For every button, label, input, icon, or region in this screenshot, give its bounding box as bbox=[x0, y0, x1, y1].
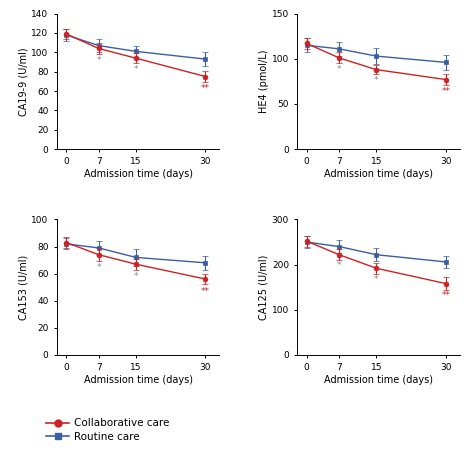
X-axis label: Admission time (days): Admission time (days) bbox=[83, 169, 192, 179]
X-axis label: Admission time (days): Admission time (days) bbox=[324, 375, 433, 385]
Text: *: * bbox=[337, 65, 341, 74]
Y-axis label: CA125 (U/ml): CA125 (U/ml) bbox=[259, 254, 269, 320]
Text: *: * bbox=[337, 261, 341, 270]
X-axis label: Admission time (days): Admission time (days) bbox=[324, 169, 433, 179]
X-axis label: Admission time (days): Admission time (days) bbox=[83, 375, 192, 385]
Legend: Collaborative care, Routine care: Collaborative care, Routine care bbox=[43, 415, 173, 445]
Text: *: * bbox=[134, 272, 138, 281]
Text: **: ** bbox=[441, 87, 450, 96]
Text: *: * bbox=[134, 65, 138, 74]
Y-axis label: CA153 (U/ml): CA153 (U/ml) bbox=[18, 254, 28, 320]
Text: *: * bbox=[374, 76, 378, 85]
Y-axis label: HE4 (pmol/L): HE4 (pmol/L) bbox=[259, 50, 269, 113]
Text: *: * bbox=[374, 274, 378, 283]
Y-axis label: CA19-9 (U/ml): CA19-9 (U/ml) bbox=[18, 47, 28, 116]
Text: **: ** bbox=[441, 291, 450, 300]
Text: **: ** bbox=[201, 287, 210, 296]
Text: **: ** bbox=[201, 84, 210, 93]
Text: *: * bbox=[96, 263, 101, 272]
Text: *: * bbox=[96, 56, 101, 65]
